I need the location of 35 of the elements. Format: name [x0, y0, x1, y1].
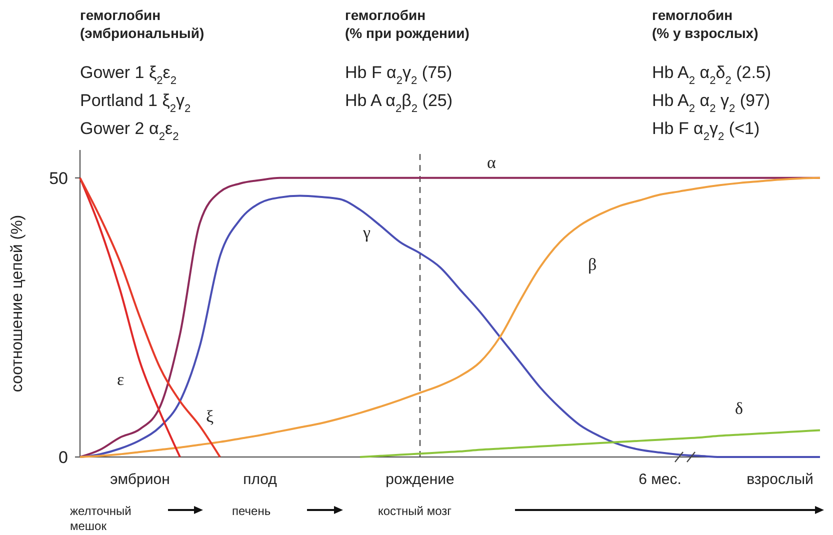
line-series — [79, 176, 181, 458]
line-series — [359, 429, 821, 458]
x-tick-label: плод — [243, 471, 278, 488]
text: желточный — [70, 504, 132, 518]
series-label: γ — [362, 223, 371, 242]
text: печень — [232, 504, 271, 518]
y-tick-label: 50 — [49, 168, 68, 188]
line-series — [79, 176, 221, 458]
text: Hb A$_{2}$ α$_{2}$δ$_{2}$ (2.5) — [652, 63, 772, 87]
text: гемоглобин — [345, 7, 426, 23]
text: Gower 1 ξ$_{2}$ε$_{2}$ — [80, 63, 176, 87]
y-tick-label: 0 — [58, 448, 68, 467]
x-tick-label: 6 мес. — [638, 471, 682, 488]
series-label: ε — [117, 370, 124, 389]
text: гемоглобин — [80, 7, 161, 23]
series-label: δ — [735, 399, 744, 418]
y-axis-title: соотношение цепей (%) — [9, 214, 26, 392]
text: Hb F α$_{2}$γ$_{2}$ (<1) — [652, 119, 760, 143]
series-label: ξ — [206, 407, 214, 426]
x-tick-label: эмбрион — [110, 471, 170, 488]
text: (% при рождении) — [345, 25, 470, 41]
x-tick-label: рождение — [386, 471, 454, 488]
text: (% у взрослых) — [652, 25, 758, 41]
x-tick-label: взрослый — [746, 471, 814, 488]
text: Portland 1 ξ$_{2}$γ$_{2}$ — [80, 91, 191, 115]
series-label: α — [487, 153, 496, 172]
text: Hb A α$_{2}$β$_{2}$ (25) — [345, 91, 453, 115]
text: Hb A$_{2}$ α$_{2}$ γ$_{2}$ (97) — [652, 91, 770, 115]
text: мешок — [70, 519, 108, 533]
text: Gower 2 α$_{2}$ε$_{2}$ — [80, 119, 179, 143]
text: Hb F α$_{2}$γ$_{2}$ (75) — [345, 63, 452, 87]
text: (эмбриональный) — [80, 25, 204, 41]
text: гемоглобин — [652, 7, 733, 23]
series-label: β — [588, 255, 597, 274]
text: костный мозг — [378, 504, 452, 518]
